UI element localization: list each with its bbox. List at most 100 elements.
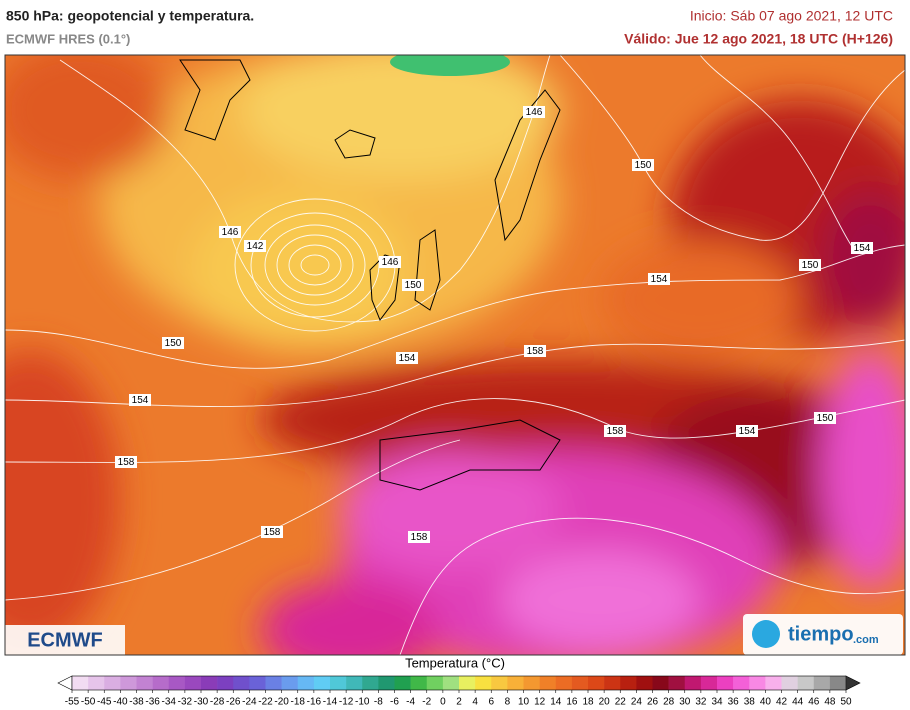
colorbar-bin [330,676,347,690]
colorbar-tick-label: 18 [582,697,594,708]
contour-label: 146 [222,227,239,238]
colorbar-bin [426,676,444,690]
colorbar-bin [620,676,637,690]
contour-label: 150 [405,280,422,291]
colorbar-bin [652,676,669,690]
colorbar-bin [104,676,121,690]
contour-label-box [162,337,184,349]
colorbar-tick-label: -18 [291,697,306,708]
contour-label-box [524,345,546,357]
contour-label-box [244,240,266,252]
colorbar-tick-label: -14 [323,697,338,708]
colorbar-tick-label: 38 [744,697,756,708]
colorbar-tick-label: -24 [242,697,257,708]
colorbar-tick-label: 12 [534,697,546,708]
init-time: Inicio: Sáb 07 ago 2021, 12 UTC [690,8,893,24]
colorbar-bin [717,676,734,690]
colorbar-bin [765,676,782,690]
colorbar-bin [588,676,605,690]
colorbar-tick-label: 10 [518,697,530,708]
contour-label-box [799,259,821,271]
colorbar-label: Temperatura (°C) [405,655,505,670]
colorbar-tick-label: -28 [210,697,225,708]
title: 850 hPa: geopotencial y temperatura. [6,8,254,24]
colorbar-tick-label: -55 [65,697,80,708]
contour-label: 158 [527,346,544,357]
colorbar-bin [749,676,766,690]
colorbar-bin [410,676,428,690]
colorbar-tick-label: -40 [113,697,128,708]
colorbar-bin [313,676,331,690]
contour-label-box [604,425,626,437]
colorbar-tick-label: 48 [824,697,836,708]
valid-time: Válido: Jue 12 ago 2021, 18 UTC (H+126) [624,31,893,47]
colorbar-bin [184,676,202,690]
contour-label: 142 [247,241,264,252]
colorbar-bin [168,676,186,690]
colorbar-bin [233,676,250,690]
colorbar-tick-label: -12 [339,697,354,708]
colorbar-tick-label: -38 [129,697,144,708]
colorbar-bin [829,676,847,690]
colorbar-tick-label: 30 [679,697,691,708]
colorbar-tick-label: 42 [776,697,788,708]
colorbar-tick-label: 6 [488,697,494,708]
colorbar-bin [604,676,621,690]
colorbar-tick-label: 32 [695,697,707,708]
contour-label: 146 [526,107,543,118]
colorbar-tick-label: -26 [226,697,241,708]
contour-label-box [408,531,430,543]
colorbar-tick-label: -8 [374,697,383,708]
colorbar-bin [491,676,508,690]
colorbar-tick-label: 26 [647,697,659,708]
contour-label-box [402,279,424,291]
contour-label: 146 [382,257,399,268]
colorbar-bin [72,676,89,690]
colorbar-tick-label: -6 [390,697,399,708]
colorbar-bin [362,676,379,690]
colorbar-tick-label: 14 [550,697,562,708]
colorbar-bin [297,676,315,690]
contour-label: 154 [399,353,416,364]
colorbar-bin [571,676,589,690]
contour-label-box [736,425,758,437]
colorbar-tick-label: 24 [631,697,643,708]
contour-label: 154 [739,426,756,437]
colorbar-tick-label: 22 [615,697,627,708]
contour-label: 158 [411,532,428,543]
colorbar-bin [201,676,218,690]
colorbar-tick-label: 2 [456,697,462,708]
colorbar-bin [249,676,266,690]
colorbar-bin [394,676,411,690]
tiempo-suffix: .com [853,634,879,646]
colorbar-tick-label: -22 [258,697,273,708]
colorbar-end-low [57,675,73,691]
colorbar-end-high [845,675,861,691]
contour-label-box [379,256,401,268]
colorbar-tick-label: 28 [663,697,675,708]
colorbar-bin [217,676,234,690]
contour-label-box [261,526,283,538]
contour-label-box [523,106,545,118]
colorbar-tick-label: 36 [728,697,740,708]
colorbar-bin [507,676,524,690]
colorbar-tick-label: 40 [760,697,772,708]
map: 146 150 146 142 146 150 154 150 154 150 158 154 154 1… [5,55,905,655]
colorbar-tick-label: -50 [81,697,96,708]
contour-label-box [648,273,670,285]
contour-label-box [115,456,137,468]
tiempo-logo-box [743,614,903,655]
tiempo-icon [752,620,780,648]
colorbar-bin [378,676,395,690]
contour-label: 150 [817,413,834,424]
contour-label-box [219,226,241,238]
colorbar-bin [797,676,815,690]
colorbar-bin [523,676,540,690]
ecmwf-logo: ECMWF [27,629,103,651]
colorbar-tick-label: 0 [440,697,446,708]
colorbar-bin [459,676,476,690]
colorbar-tick-label: -4 [406,697,415,708]
contour-label: 154 [651,274,668,285]
contour-label: 150 [635,160,652,171]
